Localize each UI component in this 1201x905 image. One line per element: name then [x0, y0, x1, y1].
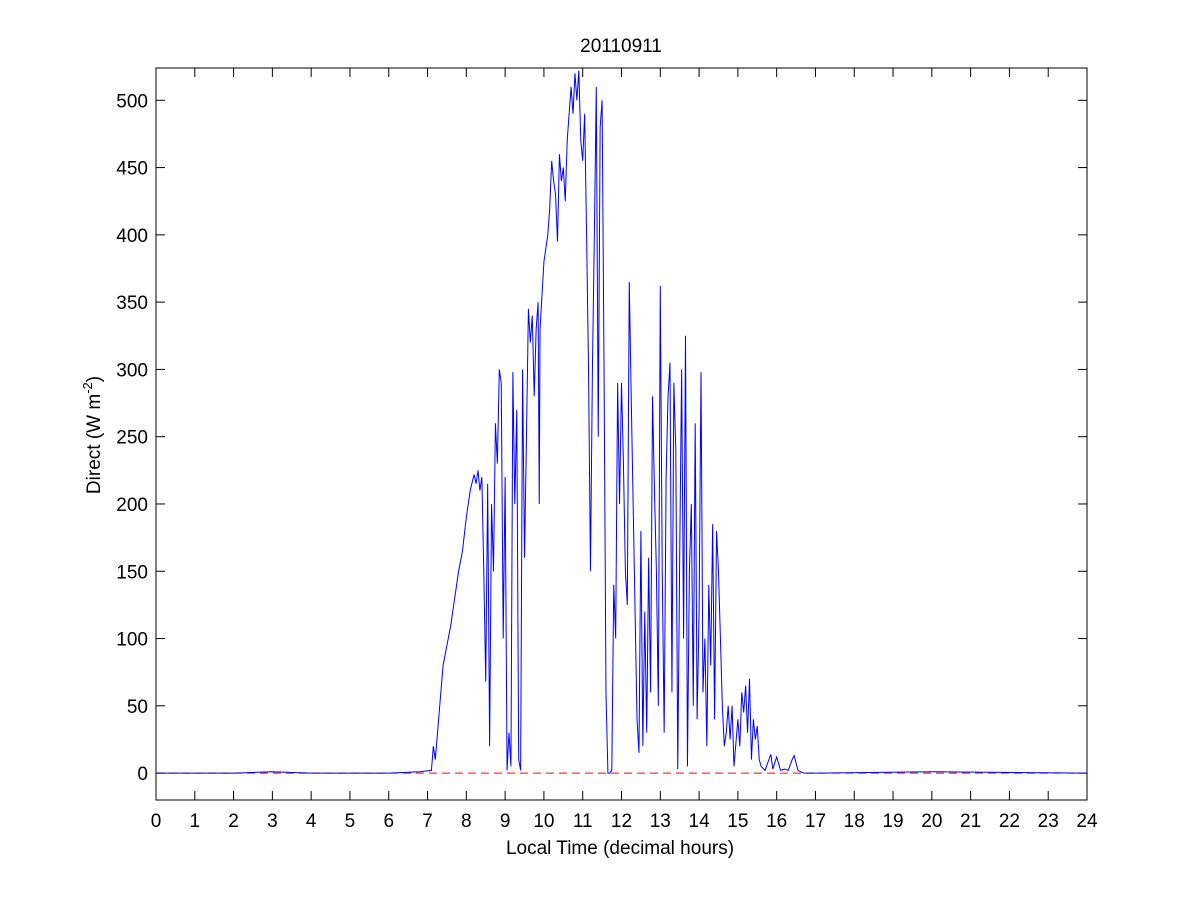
x-tick-label: 20	[921, 811, 942, 832]
x-tick-label: 16	[766, 811, 787, 832]
x-tick-label: 18	[844, 811, 865, 832]
y-tick-label: 250	[116, 428, 148, 449]
x-tick-label: 3	[267, 811, 278, 832]
x-tick-label: 0	[151, 811, 162, 832]
x-tick-label: 15	[727, 811, 748, 832]
x-tick-label: 21	[960, 811, 981, 832]
y-tick-label: 500	[116, 91, 148, 112]
y-label-suffix: )	[84, 376, 105, 382]
chart-title: 20110911	[580, 36, 662, 57]
y-tick-label: 400	[116, 226, 148, 247]
y-label-text: Direct (W m	[84, 394, 105, 494]
x-tick-label: 10	[533, 811, 554, 832]
y-tick-label: 0	[137, 764, 148, 785]
x-tick-label: 19	[882, 811, 903, 832]
x-tick-label: 22	[999, 811, 1020, 832]
x-tick-label: 14	[689, 811, 711, 832]
x-tick-label: 8	[461, 811, 472, 832]
y-tick-label: 300	[116, 360, 148, 381]
x-tick-label: 23	[1038, 811, 1059, 832]
y-tick-label: 150	[116, 562, 148, 583]
x-tick-label: 2	[228, 811, 239, 832]
y-tick-label: 50	[127, 697, 148, 718]
y-tick-label: 350	[116, 293, 148, 314]
plot-frame	[155, 67, 1088, 801]
x-tick-label: 6	[383, 811, 394, 832]
x-axis-label: Local Time (decimal hours)	[506, 838, 734, 859]
x-tick-label: 7	[422, 811, 433, 832]
x-tick-label: 4	[306, 811, 317, 832]
data-line	[156, 70, 1088, 774]
y-tick-label: 450	[116, 159, 148, 180]
y-label-superscript: -2	[80, 382, 95, 394]
x-tick-label: 13	[650, 811, 671, 832]
x-tick-label: 5	[345, 811, 356, 832]
x-tick-label: 9	[500, 811, 511, 832]
x-tick-label: 1	[190, 811, 201, 832]
x-tick-label: 17	[805, 811, 826, 832]
y-tick-label: 100	[116, 630, 148, 651]
x-tick-label: 11	[573, 811, 593, 832]
y-axis-label: Direct (W m-2)	[80, 376, 105, 494]
x-tick-label: 24	[1076, 811, 1098, 832]
y-tick-label: 200	[116, 495, 148, 516]
x-tick-label: 12	[611, 811, 632, 832]
